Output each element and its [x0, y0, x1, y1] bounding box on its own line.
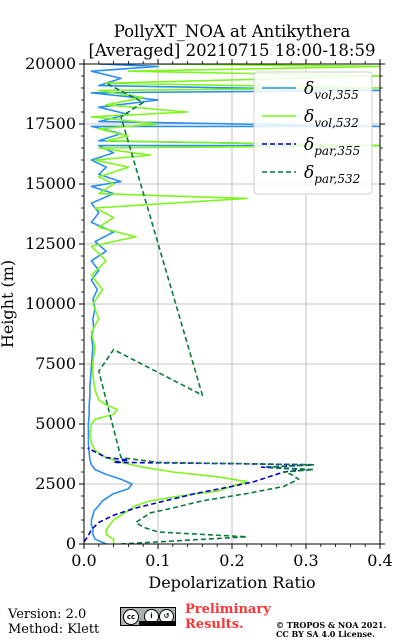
depolarization-chart: 0.0 0.1 0.2 0.3 0.4 0 2500 5000 7500 10000 12500 15…	[0, 54, 393, 592]
chart-title-line1: PollyXT_NOA at Antikythera	[113, 22, 351, 41]
series-group	[84, 64, 380, 544]
x-tick-label: 0.3	[293, 551, 318, 570]
cc-by-sa-icon: cc i ↺	[120, 607, 176, 626]
y-tick-label: 2500	[35, 474, 76, 493]
series-line-1	[89, 64, 380, 544]
y-tick-label: 10000	[25, 294, 76, 313]
copyright-line1: © TROPOS & NOA 2021.	[276, 620, 387, 630]
x-tick-label: 0.1	[145, 551, 170, 570]
axes: 0.0 0.1 0.2 0.3 0.4 0 2500 5000 7500 10000 12500 15…	[25, 54, 393, 570]
x-axis-label: Depolarization Ratio	[148, 573, 315, 592]
cc-icon: cc	[123, 609, 139, 625]
x-tick-label: 0.0	[71, 551, 96, 570]
x-tick-label: 0.4	[367, 551, 392, 570]
y-tick-label: 17500	[25, 114, 76, 133]
y-tick-label: 12500	[25, 234, 76, 253]
y-tick-label: 7500	[35, 354, 76, 373]
x-tick-label: 0.2	[219, 551, 244, 570]
series-line-0	[87, 64, 380, 544]
chart-title-line2: [Averaged] 20210715 18:00-18:59	[88, 41, 376, 60]
method-text: Method: Klett	[8, 622, 100, 637]
preliminary-line2: Results.	[185, 617, 244, 632]
series-line-3	[98, 82, 315, 544]
y-tick-label: 20000	[25, 54, 76, 73]
y-axis-label: Height (m)	[0, 260, 17, 348]
grid	[83, 63, 381, 545]
version-text: Version: 2.0	[8, 607, 87, 622]
preliminary-line1: Preliminary	[185, 602, 271, 617]
badge-strip	[139, 621, 176, 625]
y-tick-label: 15000	[25, 174, 76, 193]
legend-box	[253, 71, 373, 195]
y-tick-label: 0	[66, 534, 76, 553]
series-line-2	[84, 447, 315, 543]
copyright-line2: CC BY SA 4.0 License.	[276, 629, 375, 639]
y-tick-label: 5000	[35, 414, 76, 433]
